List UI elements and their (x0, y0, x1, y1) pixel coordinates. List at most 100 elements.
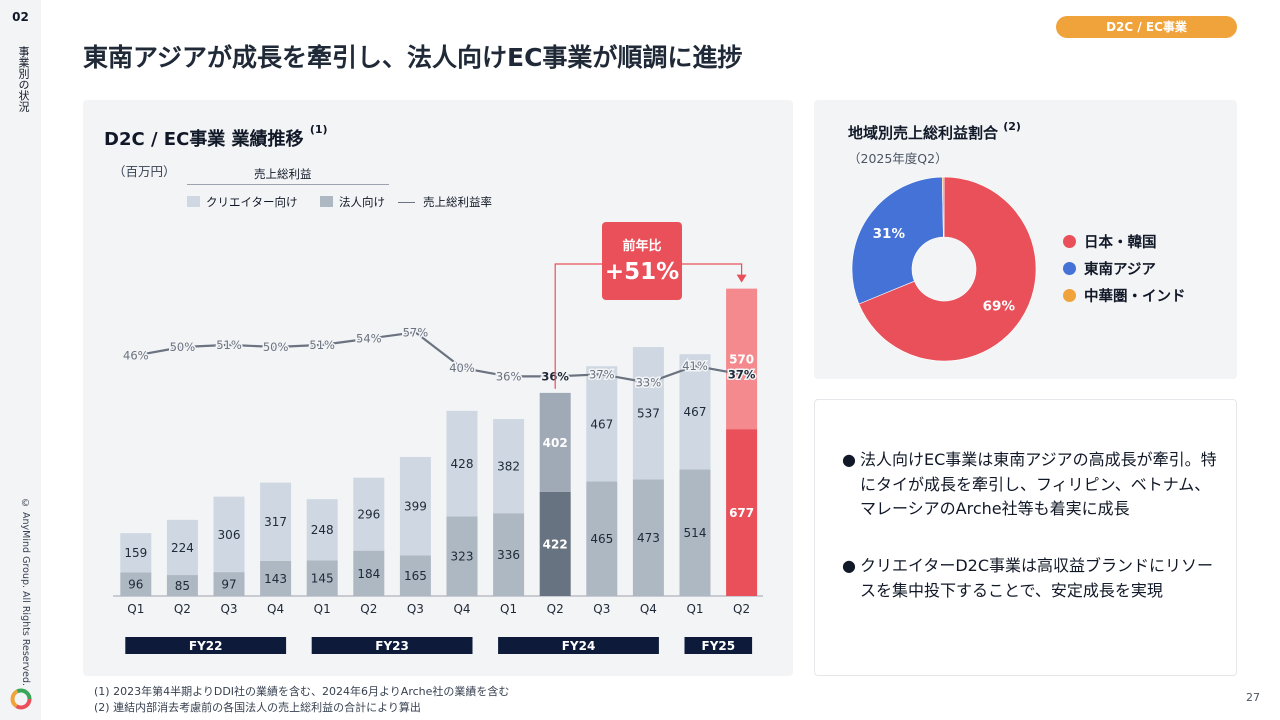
bar-creator (726, 288, 758, 430)
data-label-creator: 296 (357, 508, 380, 522)
bar-corporate (586, 481, 618, 596)
data-label-creator: 159 (124, 546, 147, 560)
x-tick-label: Q1 (500, 602, 517, 616)
pie-slice-japan-korea (858, 176, 1037, 362)
bullet-item: ● 法人向けEC事業は東南アジアの高成長が牽引。特にタイが成長を牽引し、フィリピ… (842, 448, 1218, 522)
bar-corporate (120, 572, 152, 596)
bullet-item: ● クリエイターD2C事業は高収益ブランドにリソースを集中投下することで、安定成… (842, 554, 1218, 603)
bullets-panel (814, 399, 1237, 676)
footnote: (1) 2023年第4半期よりDDI社の業績を含む、2024年6月よりArche… (94, 685, 510, 698)
margin-label: 51% (216, 338, 242, 352)
x-tick-label: Q2 (174, 602, 191, 616)
fiscal-year-label: FY22 (189, 639, 223, 653)
pie-legend-southeast-asia: 東南アジア (1084, 262, 1156, 278)
chart-title: D2C / EC事業 業績推移 (1) (104, 123, 328, 151)
bar-creator (213, 496, 245, 573)
data-label-creator: 224 (171, 541, 194, 555)
bar-creator (586, 366, 618, 482)
data-label-corporate: 97 (221, 578, 236, 592)
fiscal-year-band (311, 637, 473, 654)
fiscal-year-band (684, 637, 753, 654)
bullet-text: 法人向けEC事業は東南アジアの高成長が牽引。特にタイが成長を牽引し、フィリピン、… (860, 450, 1217, 518)
bar-creator (539, 392, 571, 492)
bullet-dot-icon: ● (842, 556, 856, 575)
margin-label: 37% (728, 367, 756, 381)
fiscal-year-label: FY24 (562, 639, 596, 653)
data-label-creator: 317 (264, 515, 287, 529)
legend-label-corporate: 法人向け (339, 195, 385, 209)
pie-slice-southeast-asia (851, 176, 944, 305)
fiscal-year-band (498, 637, 659, 654)
legend-label-creator: クリエイター向け (206, 195, 298, 209)
bar-corporate (306, 560, 338, 596)
pie-value-label: 31% (873, 226, 906, 242)
x-tick-label: Q4 (267, 602, 284, 616)
data-label-corporate: 677 (729, 506, 754, 520)
anymind-logo-icon (10, 688, 32, 710)
bar-corporate (399, 555, 431, 596)
yoy-arrow-icon (736, 274, 747, 283)
data-label-corporate: 143 (264, 572, 287, 586)
margin-label: 40% (449, 361, 475, 375)
margin-label: 50% (263, 340, 289, 354)
pie-title: 地域別売上総利益割合 (2) (848, 120, 1021, 143)
bar-creator (632, 347, 664, 480)
margin-label: 46% (123, 348, 149, 362)
yoy-callout-box (602, 222, 682, 300)
margin-label: 37% (589, 367, 615, 381)
data-label-corporate: 165 (404, 569, 427, 583)
legend-heading: 売上総利益 (254, 167, 312, 181)
yoy-callout-value: +51% (605, 259, 679, 285)
data-label-creator: 402 (543, 436, 568, 450)
yoy-callout-label: 前年比 (622, 238, 661, 254)
x-tick-label: Q4 (453, 602, 470, 616)
x-tick-label: Q3 (220, 602, 237, 616)
legend-swatch-creator (187, 196, 200, 207)
x-tick-label: Q1 (686, 602, 703, 616)
left-sidebar (0, 0, 41, 720)
bar-corporate (632, 479, 664, 596)
bar-corporate (679, 469, 711, 596)
pie-legend-dot-china-india (1063, 289, 1076, 302)
fiscal-year-label: FY23 (375, 639, 409, 653)
data-label-corporate: 184 (357, 567, 380, 581)
bar-corporate (539, 491, 571, 596)
data-label-creator: 467 (590, 417, 613, 431)
pie-title-text: 地域別売上総利益割合 (848, 124, 999, 142)
page-title: 東南アジアが成長を牽引し、法人向けEC事業が順調に進捗 (83, 43, 743, 72)
pie-title-note: (2) (1003, 120, 1021, 133)
section-label: 事業別の状況 (17, 46, 30, 112)
pie-subtitle: （2025年度Q2） (848, 151, 948, 166)
bar-creator (493, 419, 525, 514)
data-label-corporate: 465 (590, 532, 613, 546)
margin-label: 51% (309, 338, 335, 352)
x-tick-label: Q2 (547, 602, 564, 616)
section-tag: D2C / EC事業 (1056, 16, 1237, 38)
pie-value-label: 69% (983, 299, 1016, 315)
pie-legend-dot-japan-korea (1063, 235, 1076, 248)
data-label-creator: 570 (729, 352, 754, 366)
bullet-dot-icon: ● (842, 450, 856, 469)
footnote: (2) 連結内部消去考慮前の各国法人の売上総利益の合計により算出 (94, 701, 421, 714)
bar-corporate (353, 550, 385, 596)
data-label-creator: 467 (684, 405, 707, 419)
data-label-corporate: 323 (451, 550, 474, 564)
margin-label: 41% (682, 359, 708, 373)
bar-creator (353, 477, 385, 551)
bar-creator (166, 519, 198, 576)
x-tick-label: Q3 (407, 602, 424, 616)
chart-panel (83, 100, 793, 676)
x-tick-label: Q2 (360, 602, 377, 616)
bar-corporate (493, 513, 525, 596)
chart-title-note: (1) (309, 123, 328, 136)
pie-legend-china-india: 中華圏・インド (1084, 289, 1186, 305)
data-label-corporate: 96 (128, 578, 143, 592)
chart-title-text: D2C / EC事業 業績推移 (104, 129, 304, 150)
data-label-creator: 248 (311, 523, 334, 537)
margin-label: 50% (170, 340, 196, 354)
bar-creator (446, 410, 478, 517)
pie-slice-china-india (941, 176, 945, 238)
data-label-creator: 537 (637, 407, 660, 421)
fiscal-year-label: FY25 (702, 639, 736, 653)
